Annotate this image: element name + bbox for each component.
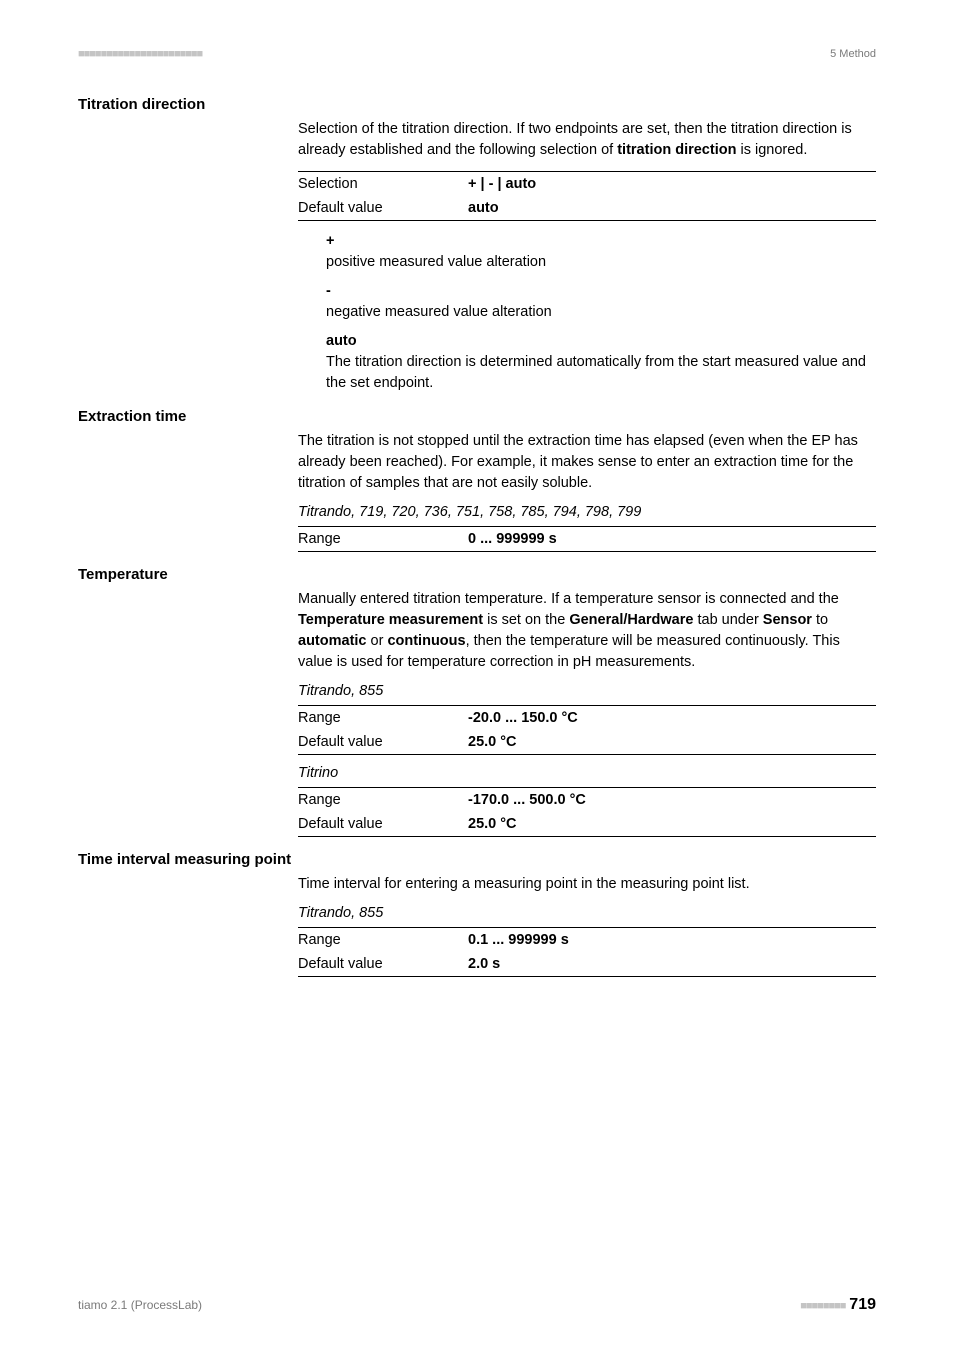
dashes-glyph: ■■■■■■■■■■■■■■■■■■■■■■ <box>78 48 202 60</box>
sub-entry-plus: + positive measured value alteration - n… <box>326 231 876 394</box>
heading-temperature: Temperature <box>78 566 876 583</box>
sub-text: positive measured value alteration <box>326 252 876 273</box>
table-row: Default value 2.0 s <box>298 952 876 977</box>
para-temperature: Manually entered titration temperature. … <box>298 589 876 673</box>
table-row: Selection + | - | auto <box>298 172 876 197</box>
text-bold: automatic <box>298 633 367 649</box>
text-bold: continuous <box>387 633 465 649</box>
header-chapter: 5 Method <box>830 48 876 60</box>
table-row: Range -20.0 ... 150.0 °C <box>298 706 876 731</box>
para-time-interval: Time interval for entering a measuring p… <box>298 874 876 895</box>
caption-temp-2: Titrino <box>298 765 876 781</box>
page-header: ■■■■■■■■■■■■■■■■■■■■■■ 5 Method <box>78 48 876 60</box>
table-val: 25.0 °C <box>468 730 876 755</box>
block-titration-direction: Selection of the titration direction. If… <box>298 119 876 394</box>
footer-dashes: ■■■■■■■■ <box>800 1300 845 1312</box>
table-temp-2: Range -170.0 ... 500.0 °C Default value … <box>298 787 876 837</box>
text-fragment: to <box>812 612 828 628</box>
table-key: Range <box>298 928 468 953</box>
table-extraction: Range 0 ... 999999 s <box>298 526 876 552</box>
table-row: Range 0.1 ... 999999 s <box>298 928 876 953</box>
caption-extraction: Titrando, 719, 720, 736, 751, 758, 785, … <box>298 504 876 520</box>
table-key: Default value <box>298 730 468 755</box>
table-key: Selection <box>298 172 468 197</box>
table-row: Default value 25.0 °C <box>298 730 876 755</box>
heading-time-interval: Time interval measuring point <box>78 851 876 868</box>
text-bold: General/Hardware <box>569 612 693 628</box>
text-fragment: or <box>367 633 388 649</box>
table-key: Default value <box>298 196 468 221</box>
footer-page-number: 719 <box>849 1296 876 1313</box>
page-footer: tiamo 2.1 (ProcessLab) ■■■■■■■■ 719 <box>78 1296 876 1314</box>
sub-key: auto <box>326 331 876 352</box>
footer-right: ■■■■■■■■ 719 <box>800 1296 876 1314</box>
text-bold: Temperature measurement <box>298 612 483 628</box>
table-titration-selection: Selection + | - | auto Default value aut… <box>298 171 876 221</box>
table-key: Range <box>298 788 468 813</box>
table-time-interval: Range 0.1 ... 999999 s Default value 2.0… <box>298 927 876 977</box>
table-val: -20.0 ... 150.0 °C <box>468 706 876 731</box>
para-titration-direction: Selection of the titration direction. If… <box>298 119 876 161</box>
text-fragment: is set on the <box>483 612 569 628</box>
table-row: Range 0 ... 999999 s <box>298 527 876 552</box>
block-temperature: Manually entered titration temperature. … <box>298 589 876 837</box>
sub-text: The titration direction is determined au… <box>326 352 876 394</box>
table-key: Default value <box>298 812 468 837</box>
table-val: 0 ... 999999 s <box>468 527 876 552</box>
sub-key: + <box>326 231 876 252</box>
text-bold: titration direction <box>617 142 736 158</box>
caption-time-interval: Titrando, 855 <box>298 905 876 921</box>
heading-extraction-time: Extraction time <box>78 408 876 425</box>
sub-key: - <box>326 281 876 302</box>
table-key: Range <box>298 527 468 552</box>
table-val: -170.0 ... 500.0 °C <box>468 788 876 813</box>
text-fragment: is ignored. <box>736 142 807 158</box>
caption-temp-1: Titrando, 855 <box>298 683 876 699</box>
table-val: auto <box>468 196 876 221</box>
page-container: ■■■■■■■■■■■■■■■■■■■■■■ 5 Method Titratio… <box>0 0 954 1350</box>
table-key: Range <box>298 706 468 731</box>
table-row: Default value auto <box>298 196 876 221</box>
footer-left: tiamo 2.1 (ProcessLab) <box>78 1298 202 1312</box>
text-fragment: Manually entered titration temperature. … <box>298 591 839 607</box>
table-row: Default value 25.0 °C <box>298 812 876 837</box>
block-time-interval: Time interval for entering a measuring p… <box>298 874 876 977</box>
sub-text: negative measured value alteration <box>326 302 876 323</box>
heading-titration-direction: Titration direction <box>78 96 876 113</box>
para-extraction-time: The titration is not stopped until the e… <box>298 431 876 494</box>
table-val: + | - | auto <box>468 172 876 197</box>
table-val: 0.1 ... 999999 s <box>468 928 876 953</box>
text-fragment: tab under <box>693 612 762 628</box>
table-val: 25.0 °C <box>468 812 876 837</box>
table-temp-1: Range -20.0 ... 150.0 °C Default value 2… <box>298 705 876 755</box>
table-val: 2.0 s <box>468 952 876 977</box>
text-bold: Sensor <box>763 612 812 628</box>
header-dashes: ■■■■■■■■■■■■■■■■■■■■■■ <box>78 48 202 60</box>
table-row: Range -170.0 ... 500.0 °C <box>298 788 876 813</box>
block-extraction-time: The titration is not stopped until the e… <box>298 431 876 552</box>
table-key: Default value <box>298 952 468 977</box>
